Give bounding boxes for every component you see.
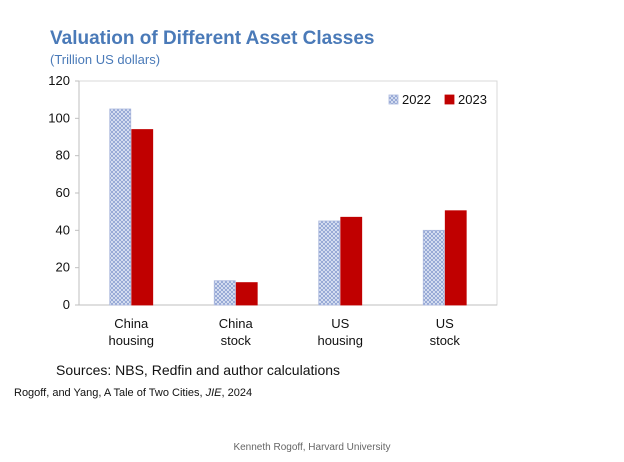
x-tick-label: stock <box>221 333 252 348</box>
bar-2022-china-housing <box>109 108 132 306</box>
y-tick-label: 60 <box>56 185 70 200</box>
y-tick-label: 20 <box>56 260 70 275</box>
citation-year: , 2024 <box>221 387 253 399</box>
bar-2023-china-stock <box>235 282 258 306</box>
legend-label-2023: 2023 <box>458 92 487 107</box>
footer-credit: Kenneth Rogoff, Harvard University <box>233 442 391 453</box>
y-tick-label: 100 <box>48 110 70 125</box>
bar-2022-us-stock <box>422 229 445 306</box>
legend-swatch-2023 <box>444 94 455 105</box>
x-tick-label: housing <box>108 333 154 348</box>
bar-2023-us-housing <box>340 216 363 306</box>
y-tick-label: 120 <box>48 73 70 88</box>
citation-authors: Rogoff, and Yang, A Tale of Two Cities, <box>14 387 206 399</box>
citation: Rogoff, and Yang, A Tale of Two Cities, … <box>14 387 252 399</box>
chart-title: Valuation of Different Asset Classes <box>50 28 375 49</box>
x-tick-label: stock <box>430 333 461 348</box>
x-tick-label: China <box>114 316 149 331</box>
x-tick-label: housing <box>317 333 363 348</box>
y-tick-label: 0 <box>63 297 70 312</box>
y-tick-label: 80 <box>56 148 70 163</box>
bar-2023-china-housing <box>131 129 154 306</box>
bar-2022-us-housing <box>318 220 341 306</box>
legend-label-2022: 2022 <box>402 92 431 107</box>
sources-note: Sources: NBS, Redfin and author calculat… <box>56 362 341 378</box>
x-tick-label: US <box>436 316 454 331</box>
bar-2022-china-stock <box>213 280 236 306</box>
x-tick-label: US <box>331 316 349 331</box>
citation-journal: JIE <box>205 387 222 399</box>
chart-subtitle: (Trillion US dollars) <box>50 52 161 67</box>
x-tick-label: China <box>219 316 254 331</box>
legend-swatch-2022 <box>388 94 399 105</box>
y-tick-label: 40 <box>56 222 70 237</box>
bar-2023-us-stock <box>444 210 467 306</box>
